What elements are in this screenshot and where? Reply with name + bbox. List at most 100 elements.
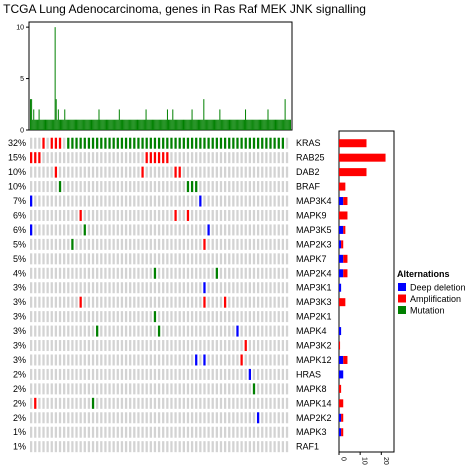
sample-cell <box>199 152 202 164</box>
alteration-cell-mut <box>261 137 264 149</box>
sample-cell <box>38 253 41 265</box>
legend-label-mut: Mutation <box>410 306 445 316</box>
sample-cell <box>116 340 119 352</box>
sample-cell <box>285 311 289 323</box>
sample-cell <box>273 397 276 409</box>
sample-cell <box>137 253 140 265</box>
sample-cell <box>277 282 280 294</box>
sample-cell <box>108 296 111 308</box>
sample-cell <box>96 412 99 424</box>
sample-cell <box>116 412 119 424</box>
sample-cell <box>252 441 256 453</box>
sample-cell <box>211 340 214 352</box>
sample-cell <box>207 282 210 294</box>
sample-cell <box>170 426 173 438</box>
alteration-cell-mut <box>182 137 185 149</box>
sample-cell <box>46 224 49 236</box>
sample-cell <box>67 311 70 323</box>
sample-cell <box>100 253 103 265</box>
gene-percent-label: 15% <box>8 153 26 163</box>
sample-cell <box>133 181 136 193</box>
alteration-cell-mut <box>195 181 198 193</box>
y-tick-label: 0 <box>20 128 24 135</box>
sample-cell <box>100 238 103 250</box>
sample-cell <box>244 441 247 453</box>
sample-cell <box>108 412 111 424</box>
sample-cell <box>285 340 289 352</box>
sample-cell <box>141 412 144 424</box>
sample-cell <box>223 253 227 265</box>
sample-cell <box>182 296 185 308</box>
sample-cell <box>265 368 268 380</box>
alteration-cell-amp <box>166 152 169 164</box>
sample-cell <box>112 368 115 380</box>
alteration-cell-mut <box>108 137 111 149</box>
sample-cell <box>219 253 223 265</box>
sample-cell <box>240 412 243 424</box>
sample-cell <box>186 296 190 308</box>
sample-cell <box>269 238 272 250</box>
sample-cell <box>34 267 37 279</box>
sample-cell <box>281 368 285 380</box>
sample-cell <box>211 311 214 323</box>
sample-cell <box>162 340 165 352</box>
sample-cell <box>207 412 210 424</box>
sample-cell <box>58 253 62 265</box>
frequency-bar-amp <box>341 428 344 437</box>
sample-cell <box>83 340 86 352</box>
sample-cell <box>178 296 181 308</box>
sample-cell <box>199 397 202 409</box>
sample-cell <box>120 267 124 279</box>
sample-cell <box>116 195 119 207</box>
sample-cell <box>141 426 144 438</box>
sample-cell <box>137 441 140 453</box>
sample-cell <box>219 412 223 424</box>
sample-cell <box>207 354 210 366</box>
sample-cell <box>219 368 223 380</box>
sample-cell <box>232 426 235 438</box>
sample-cell <box>71 267 74 279</box>
sample-cell <box>219 354 223 366</box>
alteration-cell-mut <box>71 238 74 250</box>
frequency-bar-amp <box>339 182 346 191</box>
sample-cell <box>153 166 157 178</box>
sample-cell <box>174 296 177 308</box>
y-tick-label: 10 <box>16 25 24 32</box>
chart-title: r TCGA Lung Adenocarcinoma, genes in Ras… <box>0 2 366 16</box>
sample-cell <box>75 368 78 380</box>
sample-cell <box>91 426 95 438</box>
sample-cell <box>129 181 132 193</box>
sample-cell <box>166 311 169 323</box>
sample-cell <box>207 441 210 453</box>
sample-cell <box>133 166 136 178</box>
sample-cell <box>190 253 194 265</box>
sample-cell <box>133 238 136 250</box>
legend-title: Alternations <box>397 269 450 279</box>
gene-percent-label: 3% <box>13 312 26 322</box>
sample-cell <box>145 325 148 337</box>
sample-cell <box>104 340 107 352</box>
sample-cell <box>108 383 111 395</box>
sample-cell <box>166 166 169 178</box>
sample-cell <box>190 152 194 164</box>
sample-cell <box>100 354 103 366</box>
sample-cell <box>149 325 152 337</box>
sample-cell <box>116 282 119 294</box>
sample-cell <box>91 152 95 164</box>
sample-cell <box>120 340 124 352</box>
sample-cell <box>166 412 169 424</box>
sample-cell <box>149 354 152 366</box>
sample-cell <box>91 224 95 236</box>
sample-cell <box>30 325 33 337</box>
sample-cell <box>42 296 45 308</box>
sample-cell <box>211 267 214 279</box>
sample-cell <box>112 195 115 207</box>
sample-cell <box>42 152 45 164</box>
sample-cell <box>124 325 128 337</box>
sample-cell <box>207 152 210 164</box>
sample-cell <box>265 311 268 323</box>
sample-cell <box>273 325 276 337</box>
sample-cell <box>100 181 103 193</box>
sample-cell <box>285 441 289 453</box>
sample-cell <box>58 166 62 178</box>
